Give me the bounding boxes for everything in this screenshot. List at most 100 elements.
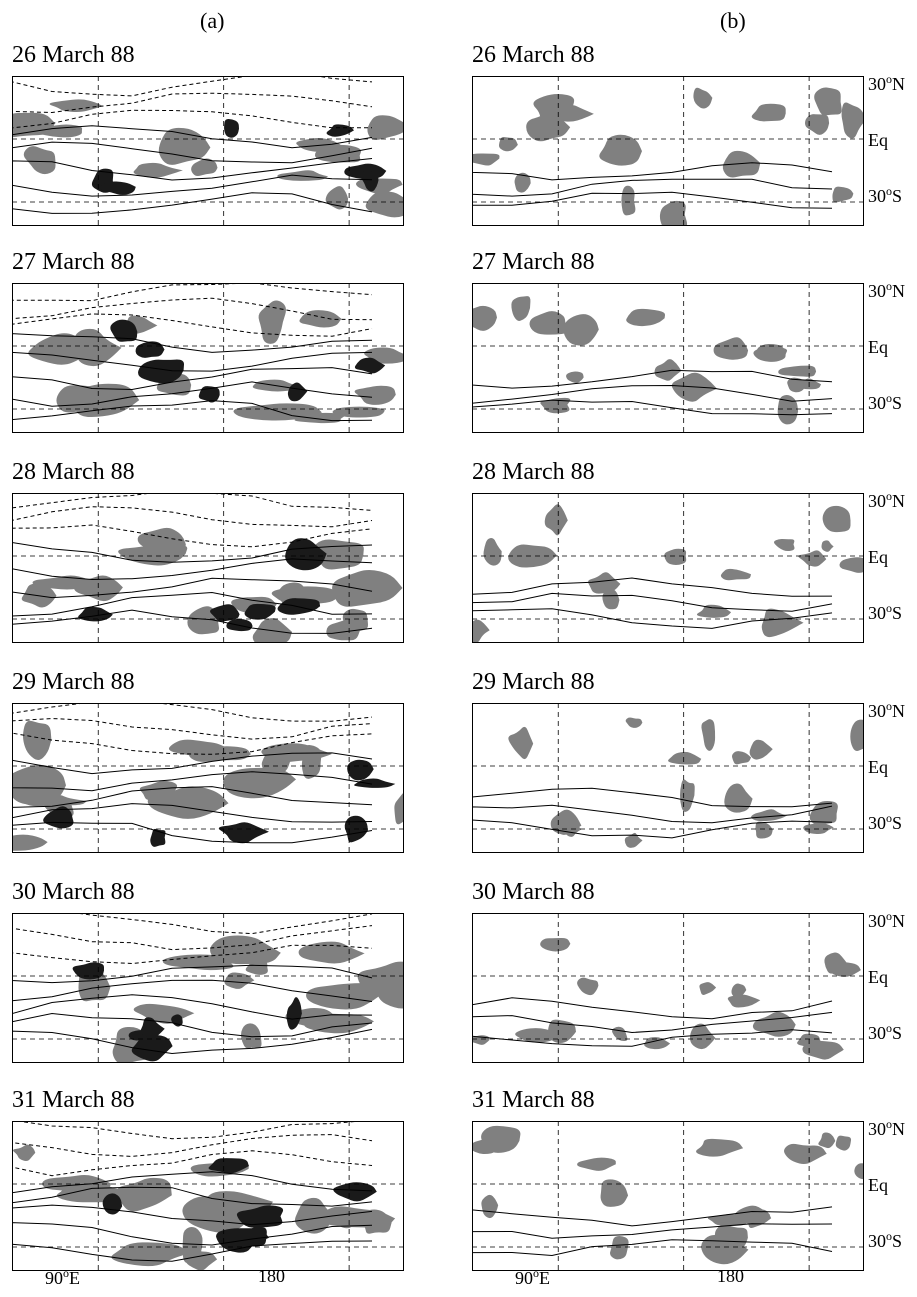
heavy-shade-region [326,124,354,137]
light-shade-region [822,505,851,533]
light-shade-region [168,739,226,757]
light-shade-region [824,952,847,974]
map-svg [12,76,404,226]
heavy-shade-region [131,1034,173,1062]
light-shade-region [668,751,702,765]
contour-line [472,997,833,1020]
heavy-shade-region [333,1182,377,1202]
contour-line [12,493,373,511]
contour-line [12,703,373,722]
map-svg [472,703,864,853]
map-panel-a-3: 28 March 88 [12,459,404,643]
map-frame [472,703,864,853]
light-shade-region [690,1023,716,1050]
contour-line [12,367,373,391]
light-shade-region [508,544,557,568]
column-b-header: (b) [720,8,746,33]
lon-label-180-a: 180 [258,1266,285,1286]
light-shade-region [245,958,268,975]
contour-line [12,400,373,422]
light-shade-region [258,300,286,344]
map-svg [12,283,404,433]
light-shade-region [610,1236,629,1260]
light-shade-region [839,557,864,573]
light-shade-region [577,1157,616,1171]
light-shade-region [563,314,599,346]
map-frame [12,493,404,643]
contour-line [472,804,833,824]
light-shade-region [777,395,799,425]
map-svg [472,913,864,1063]
light-shade-region [751,809,788,822]
map-svg [472,76,864,226]
lat-label-eq: Eq [868,337,888,357]
light-shade-region [773,538,795,552]
heavy-shade-region [150,828,166,847]
lat-label-30s: 30oS [868,184,903,206]
panel-date-title: 29 March 88 [12,669,135,695]
panel-date-title: 30 March 88 [12,879,135,905]
contour-line [12,786,373,808]
light-shade-region [511,296,531,321]
map-frame [472,1121,864,1271]
panel-date-title: 29 March 88 [472,669,595,695]
light-shade-region [314,144,362,163]
light-shade-region [850,719,864,752]
heavy-shade-region [286,997,302,1030]
light-shade-region [354,385,396,405]
map-frame [12,913,404,1063]
map-svg [472,283,864,433]
light-shade-region [588,572,621,594]
light-shade-region [624,832,643,848]
contour-line [12,297,373,321]
map-svg [472,493,864,643]
contour-line [472,399,833,416]
light-shade-region [191,158,218,176]
light-shade-region [481,1125,521,1153]
contour-line [12,524,373,548]
light-shade-region [755,821,773,839]
panel-date-title: 27 March 88 [12,249,135,275]
heavy-shade-region [208,1158,249,1174]
light-shade-region [659,200,688,226]
light-shade-region [821,540,834,552]
lat-label-30s: 30oS [868,1229,903,1251]
map-panel-b-4: 29 March 88 [472,669,864,853]
contour-line [12,821,373,844]
light-shade-region [749,739,773,760]
contour-line [12,732,373,755]
map-panel-a-6: 31 March 88 [12,1087,404,1271]
light-shade-region [540,397,571,414]
map-frame [12,283,404,433]
light-shade-region [798,550,827,567]
light-shade-region [223,767,296,799]
heavy-shade-region [285,538,327,571]
light-shade-region [325,186,349,210]
light-shade-region [731,983,747,998]
lat-label-30s: 30oS [868,811,903,833]
contour-line [12,506,373,528]
light-shade-region [854,1163,864,1180]
light-shade-region [210,935,281,965]
light-shade-region [133,1003,195,1024]
light-shade-region [654,359,682,381]
light-shade-region [240,1023,262,1049]
contour-line [12,979,373,1002]
map-panel-b-1: 26 March 88 [472,42,864,226]
contour-line [472,369,833,389]
map-frame [472,493,864,643]
map-panel-a-2: 27 March 88 [12,249,404,433]
heavy-shade-region [218,822,269,844]
light-shade-region [12,834,48,851]
contour-line [472,1029,833,1047]
heavy-shade-region [100,181,136,195]
light-shade-region [621,185,636,216]
heavy-shade-region [347,759,374,781]
lat-label-eq: Eq [868,757,888,777]
map-panel-b-5: 30 March 88 [472,879,864,1063]
contour-line [12,1150,373,1177]
contour-line [12,1012,373,1038]
light-shade-region [841,102,864,139]
light-shade-region [224,972,255,989]
map-panel-b-2: 27 March 88 [472,249,864,433]
